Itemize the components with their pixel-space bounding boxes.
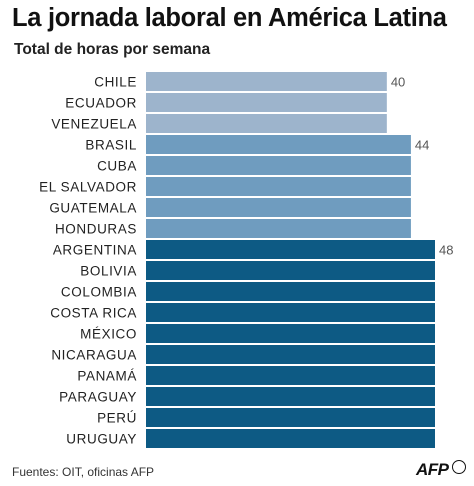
bar-el-salvador — [146, 177, 411, 196]
source-note: Fuentes: OIT, oficinas AFP — [12, 465, 155, 479]
chart-title: La jornada laboral en América Latina — [12, 4, 447, 32]
bar-peru — [146, 408, 435, 427]
value-label-argentina: 48 — [439, 243, 453, 258]
category-label-honduras: HONDURAS — [55, 222, 137, 237]
bar-paraguay — [146, 387, 435, 406]
category-label-peru: PERÚ — [97, 411, 137, 426]
category-label-bolivia: BOLIVIA — [80, 264, 137, 279]
category-label-colombia: COLOMBIA — [61, 285, 137, 300]
category-label-uruguay: URUGUAY — [66, 432, 137, 447]
bar-mexico — [146, 324, 435, 343]
bar-uruguay — [146, 429, 435, 448]
category-label-paraguay: PARAGUAY — [59, 390, 137, 405]
category-label-chile: CHILE — [94, 75, 137, 90]
bar-ecuador — [146, 93, 387, 112]
category-label-costa-rica: COSTA RICA — [50, 306, 137, 321]
category-label-argentina: ARGENTINA — [53, 243, 137, 258]
bar-nicaragua — [146, 345, 435, 364]
category-label-venezuela: VENEZUELA — [51, 117, 137, 132]
category-label-nicaragua: NICARAGUA — [51, 348, 137, 363]
bar-honduras — [146, 219, 411, 238]
bar-panama — [146, 366, 435, 385]
chart-subtitle: Total de horas por semana — [14, 41, 211, 58]
category-label-el-salvador: EL SALVADOR — [39, 180, 137, 195]
bar-chile — [146, 72, 387, 91]
value-label-brasil: 44 — [415, 138, 429, 153]
category-label-ecuador: ECUADOR — [65, 96, 137, 111]
bar-costa-rica — [146, 303, 435, 322]
bar-brasil — [146, 135, 411, 154]
bar-colombia — [146, 282, 435, 301]
bar-guatemala — [146, 198, 411, 217]
bar-cuba — [146, 156, 411, 175]
bar-bolivia — [146, 261, 435, 280]
category-label-mexico: MÉXICO — [80, 327, 137, 342]
afp-logo-globe-icon — [452, 460, 466, 474]
bar-argentina — [146, 240, 435, 259]
afp-logo: AFP — [416, 460, 449, 479]
category-label-brasil: BRASIL — [85, 138, 137, 153]
category-label-cuba: CUBA — [97, 159, 137, 174]
category-label-panama: PANAMÁ — [77, 369, 137, 384]
bar-venezuela — [146, 114, 387, 133]
category-label-guatemala: GUATEMALA — [49, 201, 137, 216]
value-label-chile: 40 — [391, 75, 405, 90]
bar-chart: CHILE 40 ECUADOR VENEZUELA BRASIL 44 CUBA EL SA… — [39, 72, 453, 448]
